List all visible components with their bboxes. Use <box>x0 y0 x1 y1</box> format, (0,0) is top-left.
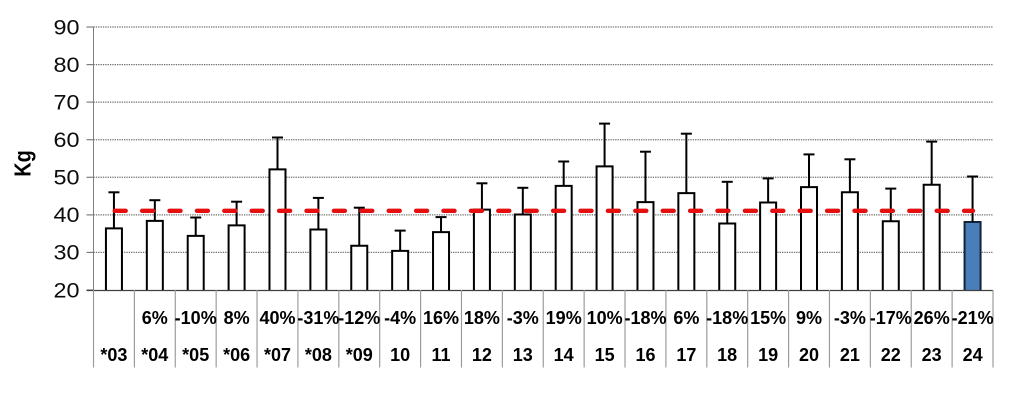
svg-text:50: 50 <box>54 167 80 190</box>
svg-text:*06: *06 <box>223 345 250 365</box>
svg-text:24: 24 <box>963 345 983 365</box>
svg-text:19%: 19% <box>546 308 582 328</box>
svg-text:-4%: -4% <box>384 308 416 328</box>
svg-text:18: 18 <box>717 345 737 365</box>
svg-text:13: 13 <box>513 345 533 365</box>
svg-text:40%: 40% <box>259 308 295 328</box>
svg-text:14: 14 <box>554 345 574 365</box>
svg-text:-3%: -3% <box>834 308 866 328</box>
svg-text:6%: 6% <box>142 308 168 328</box>
svg-text:23: 23 <box>922 345 942 365</box>
svg-text:21: 21 <box>840 345 860 365</box>
svg-text:20: 20 <box>799 345 819 365</box>
svg-text:-31%: -31% <box>297 308 339 328</box>
svg-text:18%: 18% <box>464 308 500 328</box>
svg-text:12: 12 <box>472 345 492 365</box>
svg-text:*07: *07 <box>264 345 291 365</box>
svg-text:17: 17 <box>676 345 696 365</box>
svg-text:60: 60 <box>54 129 80 152</box>
svg-text:16: 16 <box>635 345 655 365</box>
svg-text:11: 11 <box>431 345 450 365</box>
svg-text:15%: 15% <box>750 308 786 328</box>
svg-text:40: 40 <box>54 204 80 227</box>
svg-text:*08: *08 <box>305 345 332 365</box>
svg-text:9%: 9% <box>796 308 822 328</box>
svg-text:8%: 8% <box>224 308 250 328</box>
svg-text:Kg: Kg <box>10 150 36 177</box>
svg-text:19: 19 <box>758 345 778 365</box>
svg-text:*09: *09 <box>346 345 373 365</box>
svg-text:20: 20 <box>54 279 80 302</box>
svg-text:26%: 26% <box>914 308 950 328</box>
svg-text:*04: *04 <box>141 345 168 365</box>
svg-text:15: 15 <box>595 345 615 365</box>
svg-text:22: 22 <box>881 345 901 365</box>
svg-text:-18%: -18% <box>706 308 748 328</box>
svg-text:-3%: -3% <box>507 308 539 328</box>
svg-text:80: 80 <box>54 54 80 77</box>
svg-text:70: 70 <box>54 91 80 114</box>
svg-text:-21%: -21% <box>952 308 994 328</box>
svg-text:10: 10 <box>390 345 410 365</box>
svg-text:-10%: -10% <box>175 308 217 328</box>
svg-text:*03: *03 <box>100 345 127 365</box>
svg-text:30: 30 <box>54 242 80 265</box>
svg-text:10%: 10% <box>587 308 623 328</box>
svg-text:-18%: -18% <box>624 308 666 328</box>
svg-text:-12%: -12% <box>338 308 380 328</box>
svg-text:16%: 16% <box>423 308 459 328</box>
svg-text:90: 90 <box>54 16 80 39</box>
svg-text:6%: 6% <box>673 308 699 328</box>
svg-text:*05: *05 <box>182 345 209 365</box>
svg-text:-17%: -17% <box>870 308 912 328</box>
